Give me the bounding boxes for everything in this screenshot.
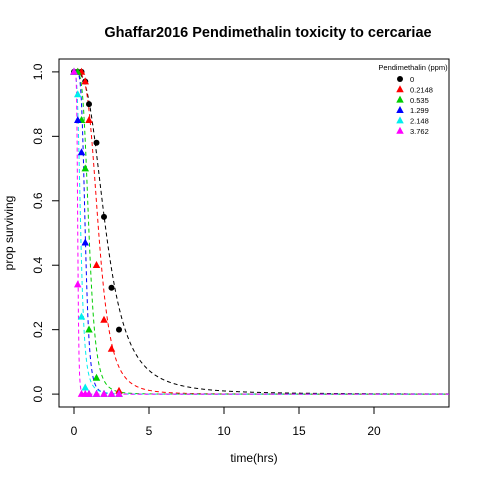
plot-area (58, 58, 450, 408)
data-point (74, 90, 82, 98)
fit-curve-0.2148 (74, 71, 449, 395)
y-tick-label: 1.0 (31, 63, 45, 80)
legend-item: 3.762 (396, 126, 429, 136)
data-point (81, 164, 89, 172)
x-axis: 0 5 10 15 20 (71, 406, 381, 438)
x-axis-label: time(hrs) (230, 451, 277, 465)
legend-item: 0 (397, 75, 414, 84)
chart-title: Ghaffar2016 Pendimethalin toxicity to ce… (104, 25, 431, 41)
y-axis-label: prop surviving (2, 196, 16, 271)
data-point (100, 315, 108, 323)
legend-marker (396, 116, 404, 124)
data-point (93, 139, 100, 146)
y-axis: 0.0 0.2 0.4 0.6 0.8 1.0 (31, 63, 60, 402)
data-point (85, 389, 93, 397)
data-point (70, 67, 78, 75)
y-tick-label: 0.6 (31, 192, 45, 209)
y-tick-label: 0.8 (31, 128, 45, 145)
legend-item: 0.2148 (396, 85, 433, 94)
data-point (115, 389, 123, 397)
data-point (85, 325, 93, 333)
data-point (86, 101, 92, 108)
legend-label: 3.762 (410, 127, 429, 136)
legend-marker (396, 106, 404, 113)
fit-curve-3.762 (74, 71, 449, 395)
data-point (81, 383, 89, 391)
series-3.762 (70, 67, 123, 397)
x-tick-label: 20 (367, 424, 381, 438)
data-point (81, 238, 89, 246)
data-point (74, 280, 82, 288)
legend-marker (396, 85, 404, 93)
legend-item: 1.299 (396, 106, 429, 115)
data-point (100, 389, 108, 397)
legend-label: 0 (410, 75, 414, 84)
x-tick-label: 15 (292, 424, 306, 438)
plot-frame (58, 58, 450, 408)
data-point (92, 389, 101, 397)
fit-curve-0.535 (74, 71, 449, 395)
data-point (107, 344, 116, 352)
x-tick-label: 0 (71, 424, 78, 438)
y-tick-label: 0.4 (31, 257, 45, 274)
x-tick-label: 5 (146, 424, 153, 438)
data-point (92, 261, 101, 269)
data-point (116, 326, 122, 333)
legend-title: Pendimethalin (ppm) (378, 63, 448, 72)
fit-curves (73, 71, 449, 395)
data-point (107, 389, 116, 397)
legend-label: 1.299 (410, 106, 429, 115)
data-point (101, 213, 107, 220)
fit-curve-2.148 (73, 71, 449, 395)
fit-curve-1.299 (74, 71, 449, 395)
y-tick-label: 0.2 (31, 321, 45, 338)
legend-item: 0.535 (396, 95, 429, 105)
legend-label: 0.2148 (410, 85, 433, 94)
data-point (77, 148, 86, 156)
legend-item: 2.148 (396, 116, 429, 126)
data-point (74, 116, 82, 124)
data-point (85, 116, 93, 124)
x-tick-label: 10 (217, 424, 231, 438)
data-point (81, 77, 89, 85)
legend-label: 2.148 (410, 117, 429, 126)
fit-curve-0 (74, 71, 449, 395)
legend-marker (397, 76, 403, 82)
data-point (77, 312, 86, 320)
data-point (92, 373, 101, 381)
legend-marker (396, 126, 404, 134)
y-tick-label: 0.0 (31, 385, 45, 402)
data-points (70, 67, 123, 397)
legend-marker (396, 95, 404, 103)
legend-label: 0.535 (410, 96, 429, 105)
data-point (108, 284, 115, 291)
